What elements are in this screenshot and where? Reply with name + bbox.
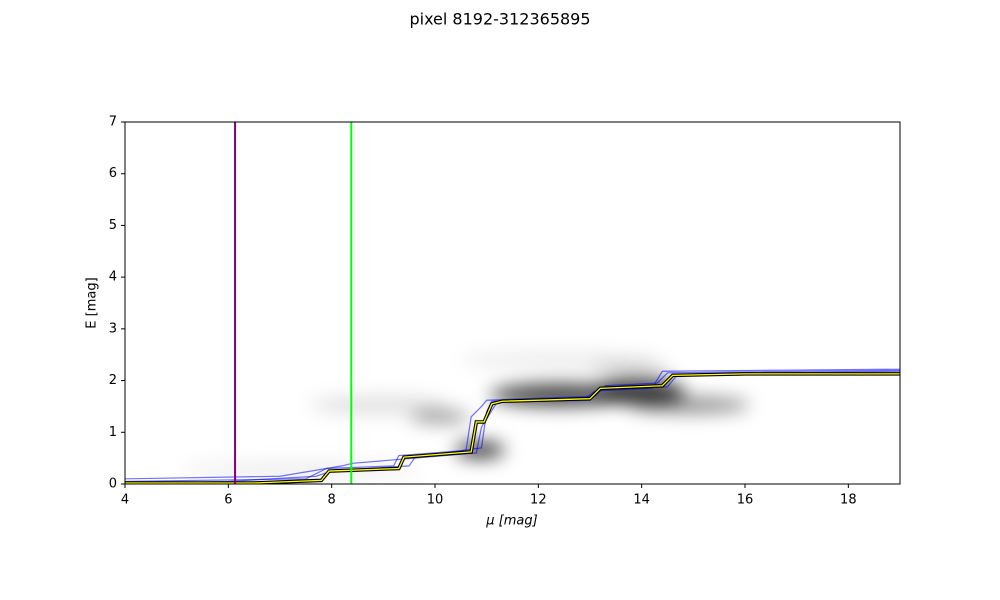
y-tick-label: 1 [109, 425, 117, 440]
sample-line [125, 369, 900, 483]
x-tick-label: 14 [633, 493, 650, 508]
y-tick-label: 3 [109, 321, 117, 336]
chart-title: pixel 8192-312365895 [409, 10, 590, 29]
best-fit-line [125, 373, 900, 484]
y-tick-label: 0 [109, 477, 117, 492]
x-axis-label: μ [mag] [485, 514, 537, 529]
y-axis-label: E [mag] [85, 277, 100, 328]
x-tick-label: 4 [121, 493, 129, 508]
sample-line [125, 368, 900, 480]
x-tick-label: 8 [328, 493, 336, 508]
y-tick-label: 5 [109, 218, 117, 233]
y-tick-label: 6 [109, 166, 117, 181]
y-tick-label: 2 [109, 373, 117, 388]
x-tick-label: 18 [840, 493, 857, 508]
y-tick-label: 4 [109, 270, 117, 285]
x-tick-label: 12 [530, 493, 547, 508]
x-tick-label: 16 [737, 493, 754, 508]
x-tick-label: 6 [224, 493, 232, 508]
plot-area [125, 122, 900, 484]
y-tick-label: 7 [109, 115, 117, 130]
axes-frame [124, 121, 901, 485]
x-tick-label: 10 [427, 493, 444, 508]
